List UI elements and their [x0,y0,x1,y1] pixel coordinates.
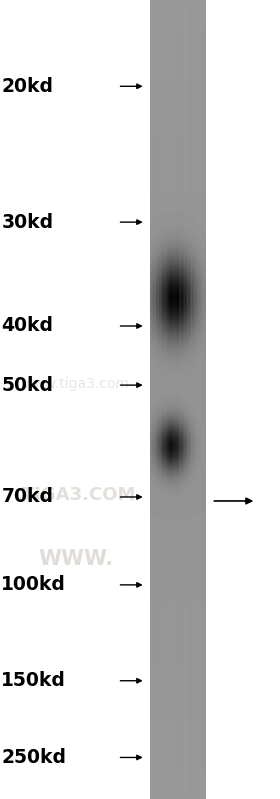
Bar [150,4,206,795]
Text: 150kd: 150kd [1,671,66,690]
Text: 50kd: 50kd [1,376,53,395]
Text: 40kd: 40kd [1,316,53,336]
Text: 30kd: 30kd [1,213,53,232]
Text: 20kd: 20kd [1,77,53,96]
Text: 70kd: 70kd [1,487,53,507]
Text: 250kd: 250kd [1,748,66,767]
Text: WWW.: WWW. [38,549,113,570]
Text: www.tiga3.com: www.tiga3.com [22,376,129,391]
Text: .TIGA3.COM: .TIGA3.COM [15,487,136,504]
Text: 100kd: 100kd [1,575,66,594]
